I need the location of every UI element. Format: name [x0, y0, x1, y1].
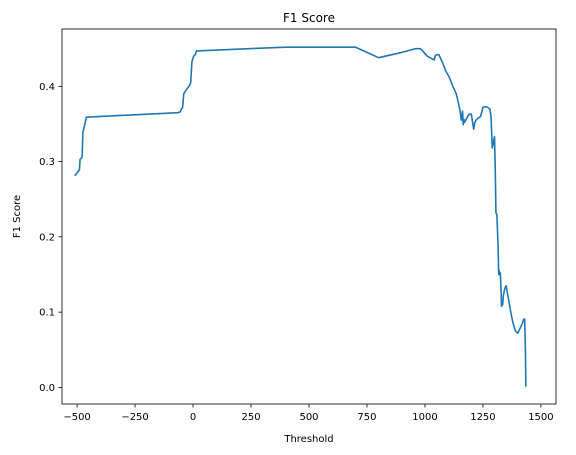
- y-axis-label: F1 Score: [12, 195, 23, 238]
- x-tick-label: 500: [299, 412, 318, 423]
- x-tick-label: −250: [121, 412, 148, 423]
- axes-background: [62, 29, 556, 404]
- x-tick-label: 0: [190, 412, 196, 423]
- x-axis-label: Threshold: [283, 434, 333, 445]
- x-tick-label: −500: [63, 412, 90, 423]
- x-axis-ticks: −500 −250 0 250 500 750 1000 1250 1500: [63, 404, 554, 423]
- axes-frame: [61, 28, 557, 405]
- x-tick-label: 250: [241, 412, 260, 423]
- plot-area: [62, 29, 556, 404]
- y-axis-ticks: 0.0 0.1 0.2 0.3 0.4: [39, 82, 62, 394]
- y-tick-label: 0.2: [39, 232, 55, 243]
- chart-title: F1 Score: [283, 11, 335, 25]
- y-tick-label: 0.4: [39, 82, 55, 93]
- y-tick-label: 0.0: [39, 383, 55, 394]
- x-tick-label: 1500: [528, 412, 553, 423]
- x-tick-label: 750: [357, 412, 376, 423]
- x-tick-label: 1250: [470, 412, 495, 423]
- x-tick-label: 1000: [412, 412, 437, 423]
- series-line: [74, 46, 527, 387]
- y-tick-label: 0.1: [39, 308, 55, 319]
- y-tick-label: 0.3: [39, 157, 55, 168]
